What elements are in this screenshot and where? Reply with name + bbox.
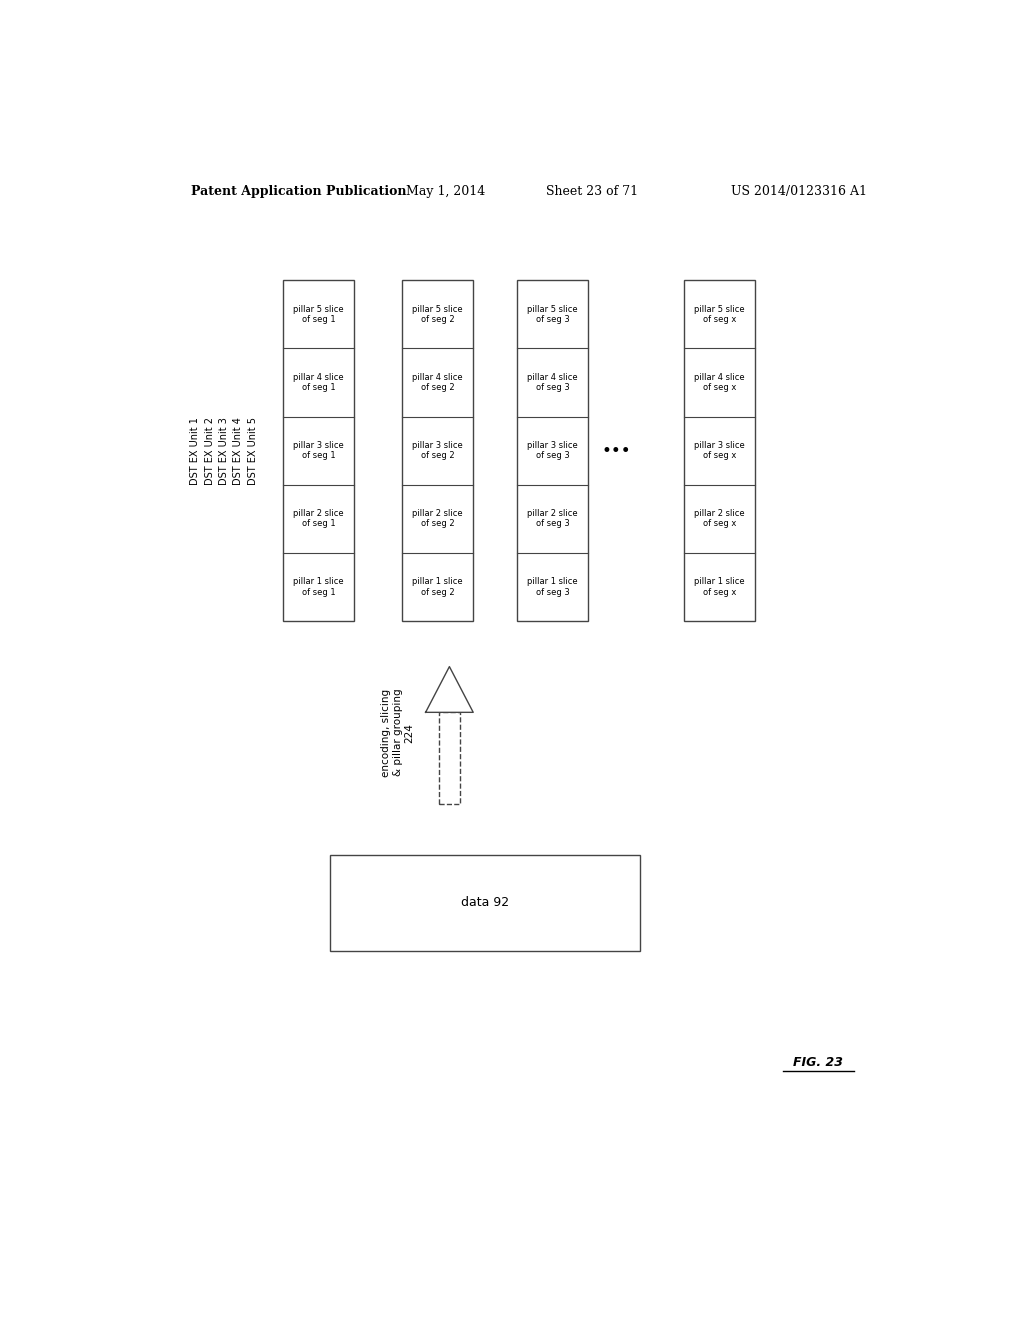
Bar: [401, 280, 473, 620]
Text: DST EX Unit 4: DST EX Unit 4: [233, 417, 244, 484]
Text: pillar 2 slice
of seg 1: pillar 2 slice of seg 1: [293, 510, 344, 528]
Text: pillar 5 slice
of seg 1: pillar 5 slice of seg 1: [293, 305, 344, 325]
Text: pillar 3 slice
of seg x: pillar 3 slice of seg x: [694, 441, 744, 461]
Bar: [684, 280, 755, 620]
Text: pillar 5 slice
of seg 3: pillar 5 slice of seg 3: [527, 305, 578, 325]
Text: Sheet 23 of 71: Sheet 23 of 71: [546, 185, 638, 198]
Text: DST EX Unit 2: DST EX Unit 2: [205, 417, 215, 484]
Text: DST EX Unit 1: DST EX Unit 1: [190, 417, 201, 484]
Text: pillar 3 slice
of seg 3: pillar 3 slice of seg 3: [527, 441, 578, 461]
Text: pillar 1 slice
of seg 1: pillar 1 slice of seg 1: [293, 577, 344, 597]
Text: encoding, slicing
& pillar grouping
224: encoding, slicing & pillar grouping 224: [381, 689, 415, 776]
Text: DST EX Unit 5: DST EX Unit 5: [248, 417, 258, 484]
Text: pillar 1 slice
of seg x: pillar 1 slice of seg x: [694, 577, 744, 597]
Text: pillar 2 slice
of seg 3: pillar 2 slice of seg 3: [527, 510, 578, 528]
Text: FIG. 23: FIG. 23: [794, 1056, 844, 1069]
Text: DST EX Unit 3: DST EX Unit 3: [219, 417, 229, 484]
Text: pillar 3 slice
of seg 1: pillar 3 slice of seg 1: [293, 441, 344, 461]
Text: Patent Application Publication: Patent Application Publication: [191, 185, 407, 198]
Bar: [439, 713, 460, 804]
Text: pillar 4 slice
of seg 2: pillar 4 slice of seg 2: [413, 372, 463, 392]
Text: pillar 2 slice
of seg 2: pillar 2 slice of seg 2: [413, 510, 463, 528]
Bar: [517, 280, 588, 620]
Text: US 2014/0123316 A1: US 2014/0123316 A1: [730, 185, 866, 198]
Text: pillar 4 slice
of seg x: pillar 4 slice of seg x: [694, 372, 744, 392]
Text: May 1, 2014: May 1, 2014: [406, 185, 485, 198]
Text: pillar 3 slice
of seg 2: pillar 3 slice of seg 2: [412, 441, 463, 461]
Text: data 92: data 92: [461, 896, 509, 909]
Text: pillar 5 slice
of seg 2: pillar 5 slice of seg 2: [413, 305, 463, 325]
Text: pillar 4 slice
of seg 3: pillar 4 slice of seg 3: [527, 372, 578, 392]
Text: pillar 4 slice
of seg 1: pillar 4 slice of seg 1: [293, 372, 344, 392]
Bar: [283, 280, 354, 620]
Text: pillar 5 slice
of seg x: pillar 5 slice of seg x: [694, 305, 744, 325]
Bar: [331, 854, 640, 952]
Text: pillar 2 slice
of seg x: pillar 2 slice of seg x: [694, 510, 744, 528]
Text: pillar 1 slice
of seg 2: pillar 1 slice of seg 2: [413, 577, 463, 597]
Text: pillar 1 slice
of seg 3: pillar 1 slice of seg 3: [527, 577, 578, 597]
Text: •••: •••: [601, 442, 631, 459]
Polygon shape: [426, 667, 473, 713]
